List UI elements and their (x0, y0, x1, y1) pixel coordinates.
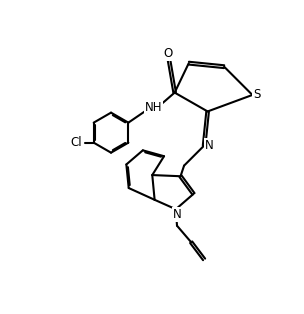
Text: S: S (253, 89, 260, 101)
Text: O: O (163, 47, 172, 60)
Text: N: N (173, 208, 182, 221)
Text: N: N (205, 139, 214, 152)
Text: NH: NH (145, 101, 162, 114)
Text: Cl: Cl (70, 136, 82, 149)
